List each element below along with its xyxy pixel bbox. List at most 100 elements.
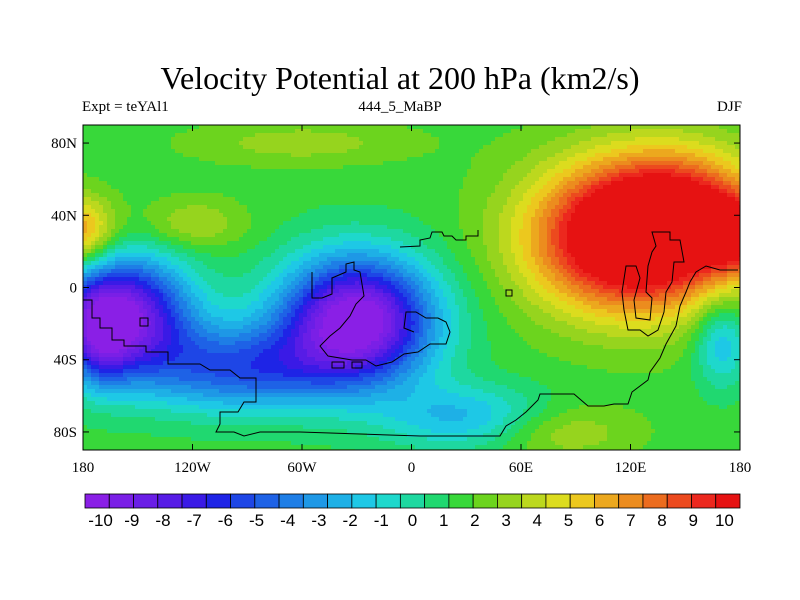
field-cell xyxy=(127,349,132,354)
field-cell xyxy=(127,165,132,170)
field-cell xyxy=(291,381,296,386)
field-cell xyxy=(275,213,280,218)
field-cell xyxy=(275,413,280,418)
field-cell xyxy=(287,125,292,130)
field-cell xyxy=(275,233,280,238)
field-cell xyxy=(223,233,228,238)
field-cell xyxy=(83,289,88,294)
field-cell xyxy=(243,297,248,302)
field-cell xyxy=(243,413,248,418)
field-cell xyxy=(179,333,184,338)
field-cell xyxy=(227,381,232,386)
field-cell xyxy=(103,369,108,374)
field-cell xyxy=(199,237,204,242)
field-cell xyxy=(215,293,220,298)
field-cell xyxy=(155,385,160,390)
field-cell xyxy=(187,141,192,146)
field-cell xyxy=(155,141,160,146)
field-cell xyxy=(271,125,276,130)
field-cell xyxy=(203,429,208,434)
field-cell xyxy=(139,161,144,166)
field-cell xyxy=(119,281,124,286)
field-cell xyxy=(139,141,144,146)
field-cell xyxy=(187,241,192,246)
field-cell xyxy=(267,225,272,230)
field-cell xyxy=(179,417,184,422)
field-cell xyxy=(123,261,128,266)
field-cell xyxy=(239,329,244,334)
field-cell xyxy=(267,345,272,350)
field-cell xyxy=(315,237,320,242)
field-cell xyxy=(291,137,296,142)
field-cell xyxy=(291,357,296,362)
field-cell xyxy=(131,181,136,186)
field-cell xyxy=(195,233,200,238)
field-cell xyxy=(307,361,312,366)
field-cell xyxy=(251,145,256,150)
field-cell xyxy=(175,349,180,354)
field-cell xyxy=(303,297,308,302)
field-cell xyxy=(215,165,220,170)
field-cell xyxy=(95,193,100,198)
field-cell xyxy=(219,389,224,394)
field-cell xyxy=(247,401,252,406)
field-cell xyxy=(87,169,92,174)
field-cell xyxy=(103,269,108,274)
field-cell xyxy=(227,137,232,142)
field-cell xyxy=(131,189,136,194)
field-cell xyxy=(243,253,248,258)
field-cell xyxy=(243,233,248,238)
field-cell xyxy=(187,205,192,210)
field-cell xyxy=(251,445,256,450)
field-cell xyxy=(127,373,132,378)
field-cell xyxy=(287,289,292,294)
field-cell xyxy=(99,377,104,382)
field-cell xyxy=(119,157,124,162)
field-cell xyxy=(291,393,296,398)
field-cell xyxy=(247,313,252,318)
field-cell xyxy=(251,233,256,238)
field-cell xyxy=(279,261,284,266)
field-cell xyxy=(87,345,92,350)
field-cell xyxy=(123,393,128,398)
field-cell xyxy=(303,209,308,214)
field-cell xyxy=(175,277,180,282)
field-cell xyxy=(115,261,120,266)
field-cell xyxy=(123,429,128,434)
field-cell xyxy=(123,437,128,442)
field-cell xyxy=(259,289,264,294)
field-cell xyxy=(135,429,140,434)
field-cell xyxy=(135,309,140,314)
field-cell xyxy=(287,281,292,286)
field-cell xyxy=(179,261,184,266)
field-cell xyxy=(199,137,204,142)
field-cell xyxy=(311,333,316,338)
field-cell xyxy=(143,161,148,166)
field-cell xyxy=(95,321,100,326)
field-cell xyxy=(303,401,308,406)
field-cell xyxy=(195,153,200,158)
field-cell xyxy=(283,445,288,450)
field-cell xyxy=(103,373,108,378)
field-cell xyxy=(211,237,216,242)
field-cell xyxy=(247,145,252,150)
field-cell xyxy=(83,345,88,350)
field-cell xyxy=(283,165,288,170)
field-cell xyxy=(91,405,96,410)
field-cell xyxy=(239,173,244,178)
field-cell xyxy=(255,185,260,190)
field-cell xyxy=(263,157,268,162)
field-cell xyxy=(99,129,104,134)
field-cell xyxy=(95,161,100,166)
field-cell xyxy=(247,253,252,258)
field-cell xyxy=(147,181,152,186)
field-cell xyxy=(291,253,296,258)
field-cell xyxy=(295,277,300,282)
field-cell xyxy=(135,133,140,138)
field-cell xyxy=(211,369,216,374)
field-cell xyxy=(223,361,228,366)
field-cell xyxy=(99,289,104,294)
field-cell xyxy=(279,269,284,274)
field-cell xyxy=(127,229,132,234)
field-cell xyxy=(247,217,252,222)
